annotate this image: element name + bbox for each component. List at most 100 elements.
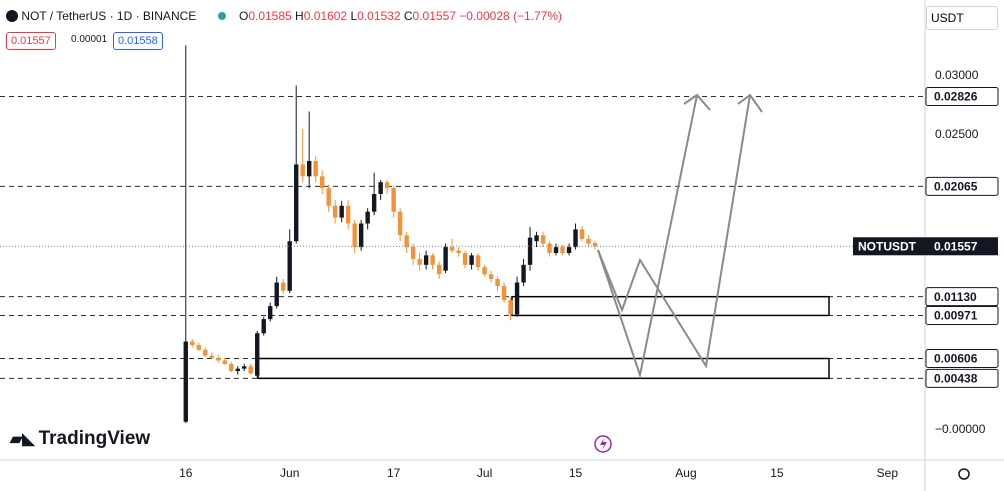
logo-text: TradingView <box>38 428 151 449</box>
candle-body <box>573 229 578 248</box>
candle-body <box>248 366 253 374</box>
event-icon[interactable] <box>594 435 612 453</box>
candle-body <box>216 358 221 361</box>
currency-select[interactable]: USDT <box>926 6 998 30</box>
candle-body <box>521 264 526 283</box>
x-tick-label: Aug <box>675 466 696 480</box>
candle-body <box>365 211 370 224</box>
candle-body <box>294 164 299 242</box>
level-label: 0.01130 <box>934 290 977 304</box>
candle-body <box>378 182 383 195</box>
candle-body <box>410 247 416 259</box>
labels: 0.03000 0.02500 −0.00000 16 Jun 17 Jul 15 Aug 15 S… <box>179 68 999 480</box>
projection <box>597 93 763 379</box>
candle-body <box>281 282 286 291</box>
candle-body <box>430 255 435 265</box>
candle-body <box>209 355 214 359</box>
candle-body <box>345 205 351 224</box>
level-label-box <box>925 368 999 388</box>
ohlc-label: O <box>238 9 249 23</box>
candle-body <box>423 255 429 265</box>
candle-body <box>190 341 195 346</box>
logo-mark: ▰◣ <box>10 431 35 448</box>
candle-body <box>391 188 396 212</box>
candle-body <box>229 363 234 372</box>
candle-body <box>339 205 344 218</box>
level-label-box <box>925 305 999 325</box>
candle-body <box>456 250 461 254</box>
candle-body <box>540 235 546 244</box>
candle-body <box>566 247 572 254</box>
candle-body <box>287 241 292 291</box>
candle-body <box>242 366 247 369</box>
change: −0.00028 (−1.77%) <box>459 9 563 23</box>
ohlc-value: 0.01557 <box>412 9 456 23</box>
candle-body <box>495 278 500 287</box>
x-tick-label: Jun <box>280 466 299 480</box>
symbol-label: NOTUSDT <box>858 239 917 253</box>
event-icon-bolt <box>600 438 607 450</box>
candle-body <box>514 282 520 315</box>
candle-body <box>352 223 357 248</box>
candle-body <box>560 247 565 254</box>
level-label: 0.00606 <box>934 352 978 366</box>
candle-body <box>527 237 533 265</box>
x-tick-label: 15 <box>569 466 583 480</box>
ohlc-label: L <box>350 9 358 23</box>
last-price-label: 0.01557 <box>934 239 978 253</box>
candle-body <box>443 247 448 271</box>
level-label-box <box>925 176 999 196</box>
candle-body <box>501 286 507 301</box>
candle-body <box>274 282 279 307</box>
candle-body <box>547 243 552 254</box>
candle-body <box>326 188 331 206</box>
level-label: 0.02065 <box>934 180 978 194</box>
candle-body <box>183 341 188 422</box>
level-label-box <box>925 349 999 369</box>
symbol-icon <box>6 10 18 22</box>
candle-body <box>553 247 559 254</box>
x-tick-label: 15 <box>770 466 784 480</box>
candle-body <box>436 264 442 275</box>
arrow-head <box>683 93 711 111</box>
x-tick-label: Sep <box>877 466 899 480</box>
last-price-box <box>925 237 998 256</box>
ohlc-label: C <box>403 9 413 23</box>
settings-icon[interactable] <box>958 468 970 480</box>
level-label-box <box>925 87 999 107</box>
candle-body <box>222 360 227 364</box>
candle-body <box>358 223 364 248</box>
candle-body <box>534 235 539 242</box>
plot <box>0 45 925 423</box>
logo: ▰◣ TradingView <box>10 428 150 450</box>
ohlc-label: H <box>295 9 304 23</box>
ohlc-value: 0.01602 <box>303 9 348 23</box>
ohlc-value: 0.01532 <box>357 9 401 23</box>
level-label-box <box>925 287 999 307</box>
header-line: NOT / TetherUS · 1D · BINANCE O0.01585 H… <box>6 9 562 23</box>
candle-body <box>475 255 481 268</box>
candle-body <box>255 333 260 376</box>
spread: 0.00001 <box>71 34 108 45</box>
candle-body <box>579 229 585 239</box>
candle-body <box>332 205 338 218</box>
candle-body <box>235 368 240 372</box>
x-tick-label: 16 <box>179 466 193 480</box>
candle-body <box>482 267 487 275</box>
sell-price[interactable]: 0.01557 <box>6 32 56 50</box>
y-tick-label: −0.00000 <box>935 422 986 436</box>
candle-body <box>417 258 422 265</box>
x-tick-label: 17 <box>387 466 401 480</box>
level-label: 0.00438 <box>934 372 978 386</box>
candle-body <box>508 300 513 315</box>
buy-price[interactable]: 0.01558 <box>113 32 163 50</box>
symbol-label-box <box>853 237 925 256</box>
candle-body <box>371 194 377 212</box>
candle-body <box>313 160 318 177</box>
status-dot <box>217 12 226 20</box>
level-label: 0.00971 <box>934 309 978 323</box>
candle-body <box>592 242 598 247</box>
